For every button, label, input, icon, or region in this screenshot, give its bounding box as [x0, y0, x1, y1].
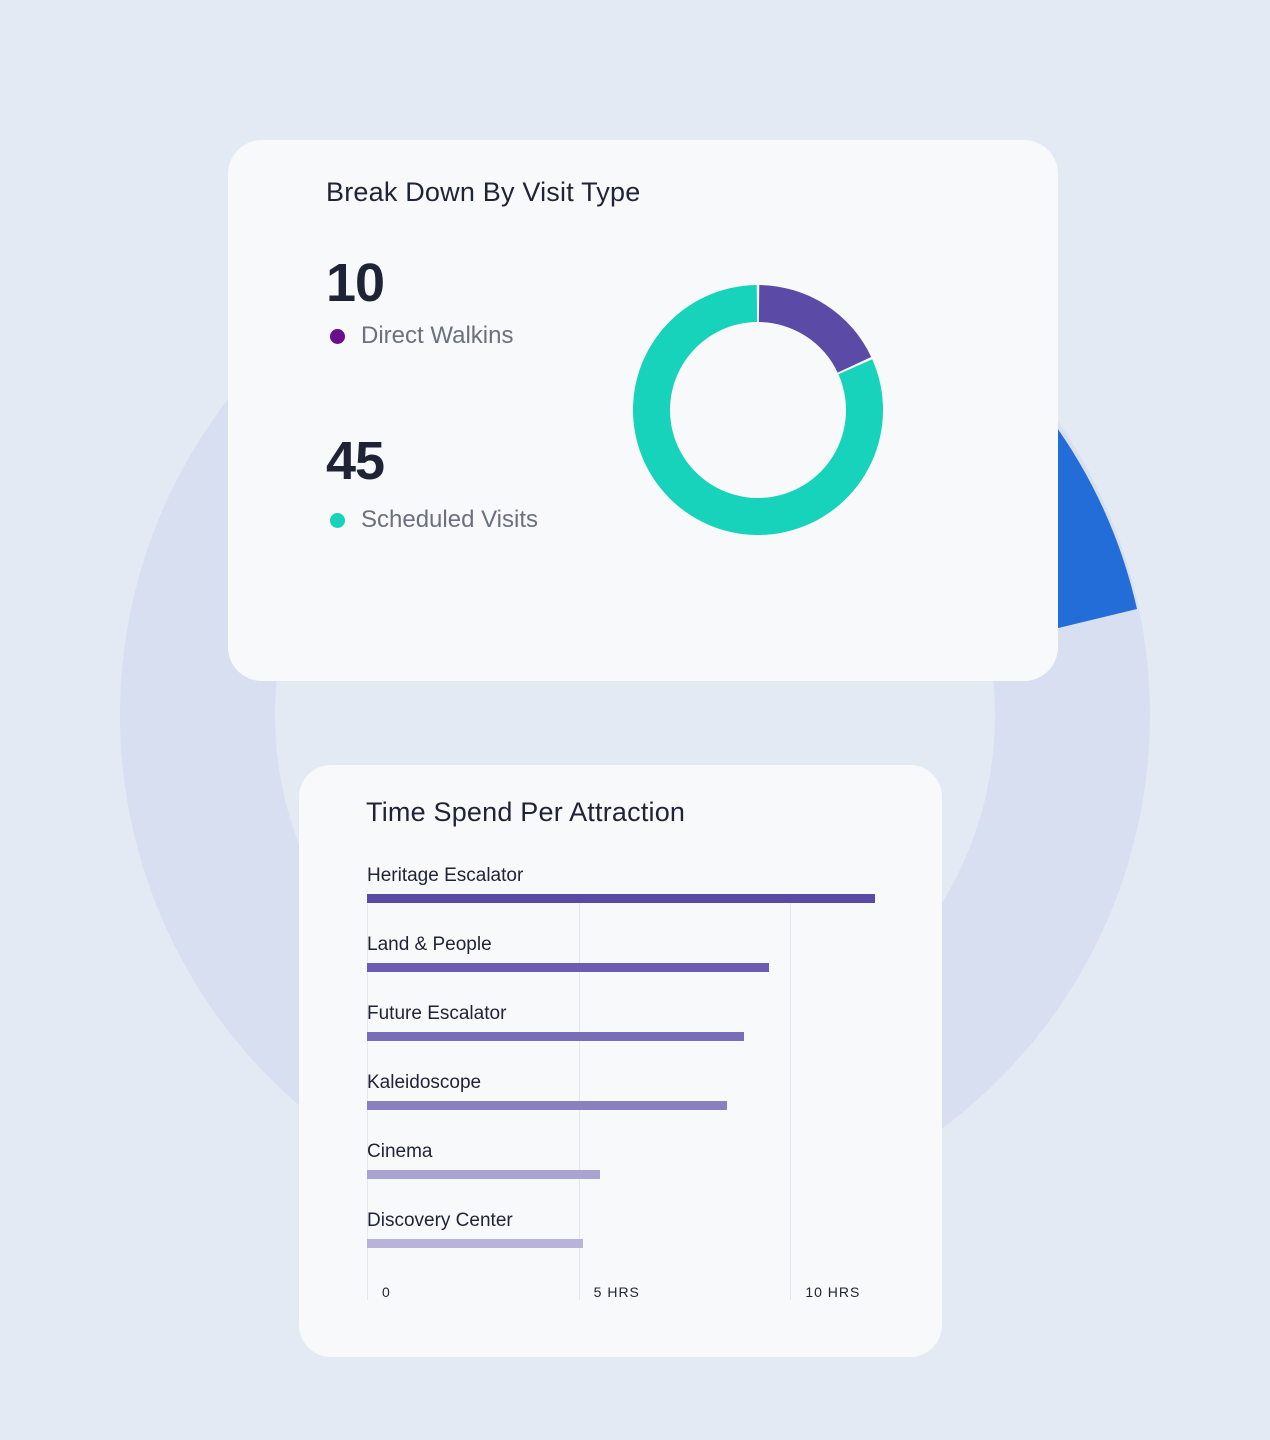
- bar-label: Kaleidoscope: [367, 1072, 482, 1093]
- visit-type-donut-chart: [633, 285, 883, 535]
- gridline-0: [367, 895, 368, 1300]
- direct-walkins-dot: [330, 328, 345, 344]
- x-tick-label: 0: [382, 1284, 391, 1300]
- bar-label: Discovery Center: [367, 1210, 513, 1231]
- bar-land-people: [367, 963, 770, 972]
- direct-walkins-label: Direct Walkins: [361, 322, 514, 349]
- bar-label: Future Escalator: [367, 1003, 507, 1024]
- direct-walkins-value: 10: [326, 253, 385, 313]
- gridline-10: [790, 895, 792, 1300]
- bar-label: Cinema: [367, 1141, 433, 1162]
- bar-label: Land & People: [367, 934, 492, 955]
- bar-label: Heritage Escalator: [367, 865, 524, 886]
- x-tick-label: 10 HRS: [805, 1284, 861, 1300]
- time-per-attraction-title: Time Spend Per Attraction: [366, 797, 686, 827]
- gridline-5: [578, 895, 580, 1300]
- visit-type-card: Break Down By Visit Type 10 Direct Walki…: [228, 140, 1058, 681]
- bar-kaleidoscope: [367, 1101, 727, 1110]
- x-tick-label: 5 HRS: [593, 1284, 640, 1300]
- time-per-attraction-card: Time Spend Per Attraction 0 5 HRS 10 HRS He…: [299, 765, 942, 1357]
- scheduled-visits-value: 45: [326, 431, 385, 491]
- visit-type-title: Break Down By Visit Type: [326, 177, 641, 207]
- direct-walkins-legend: Direct Walkins: [330, 322, 513, 350]
- bar-cinema: [367, 1170, 600, 1179]
- scheduled-visits-label: Scheduled Visits: [361, 506, 538, 533]
- bar-discovery-center: [367, 1239, 583, 1248]
- donut-slice-scheduled-visits: [633, 285, 883, 535]
- scheduled-visits-dot: [330, 512, 345, 528]
- donut-slice-direct-walkins: [758, 285, 872, 373]
- bar-future-escalator: [367, 1032, 744, 1041]
- scheduled-visits-legend: Scheduled Visits: [330, 506, 538, 534]
- bar-heritage-escalator: [367, 894, 875, 903]
